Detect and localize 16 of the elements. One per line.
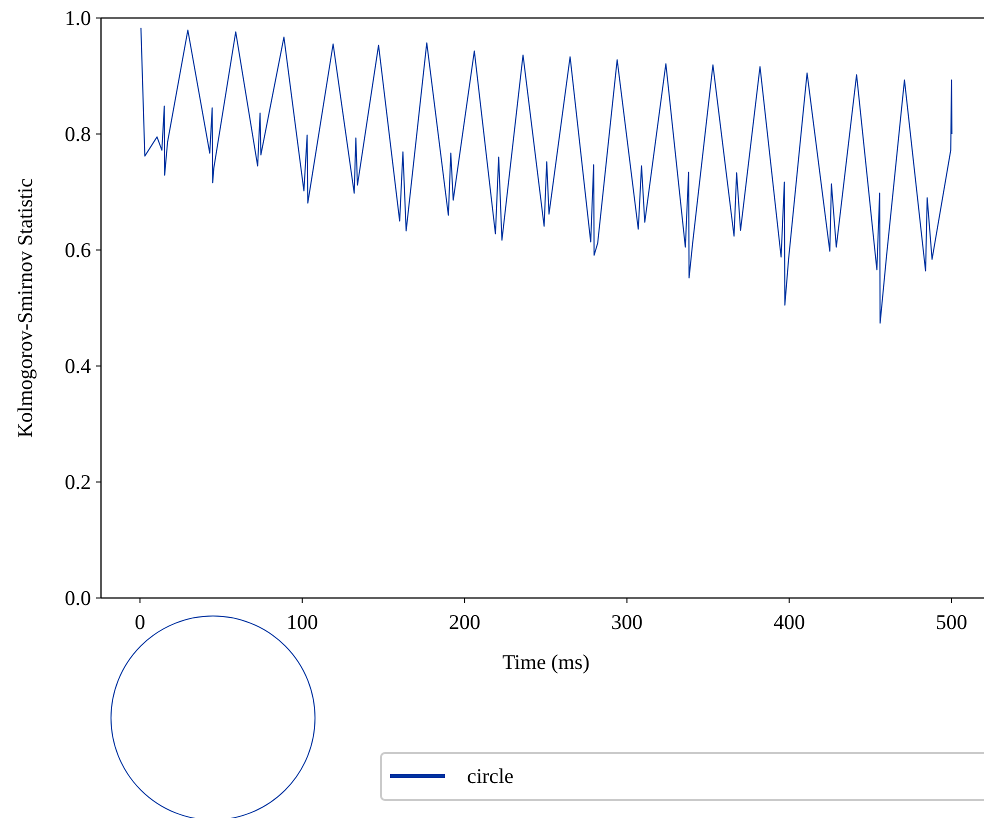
line-series [140, 27, 952, 324]
y-tick-label: 1.0 [64, 6, 91, 30]
x-tick-label: 100 [286, 610, 318, 634]
x-axis-title: Time (ms) [502, 650, 590, 674]
legend-label: circle [467, 764, 514, 788]
x-tick-label: 300 [611, 610, 643, 634]
x-tick-label: 400 [773, 610, 805, 634]
x-tick-label: 500 [936, 610, 968, 634]
x-tick-label: 200 [448, 610, 480, 634]
x-tick-label: 0 [134, 610, 146, 634]
y-tick-label: 0.8 [64, 122, 91, 146]
y-tick-label: 0.0 [64, 586, 91, 610]
y-axis-title: Kolmogorov-Smirnov Statistic [13, 178, 37, 438]
y-tick-label: 0.4 [64, 354, 92, 378]
y-tick-label: 0.2 [64, 470, 91, 494]
y-tick-label: 0.6 [64, 238, 91, 262]
